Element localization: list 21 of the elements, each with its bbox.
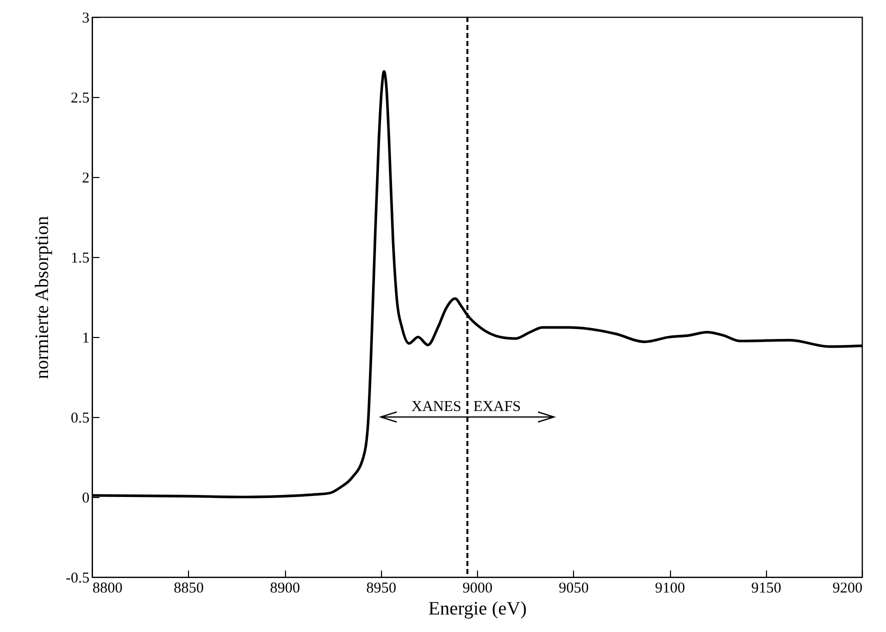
x-tick-label: 9100 (655, 580, 685, 596)
y-axis-title: normierte Absorption (32, 215, 53, 380)
y-tick-label: 2.5 (70, 90, 90, 106)
x-axis-title: Energie (eV) (428, 598, 527, 620)
x-tick-label: 8950 (366, 580, 396, 596)
x-tick-label: 8900 (270, 580, 300, 596)
annotation: XANES (411, 399, 462, 415)
x-tick-label: 9200 (832, 580, 862, 596)
x-tick-label: 9050 (558, 580, 589, 596)
y-tick-label: 1 (82, 330, 90, 346)
x-tick-label: 8850 (174, 580, 204, 596)
y-tick-label: -0.5 (66, 570, 90, 586)
annotation: EXAFS (473, 399, 521, 415)
y-tick-label: 1.5 (70, 250, 90, 266)
y-tick-label: 0 (82, 490, 90, 506)
x-tick-label: 8800 (92, 580, 122, 596)
y-tick-label: 3 (82, 10, 90, 26)
x-tick-label: 9150 (751, 580, 782, 596)
x-tick-label: 9000 (462, 580, 492, 596)
y-tick-label: 2 (82, 170, 90, 186)
y-tick-label: 0.5 (70, 410, 90, 426)
